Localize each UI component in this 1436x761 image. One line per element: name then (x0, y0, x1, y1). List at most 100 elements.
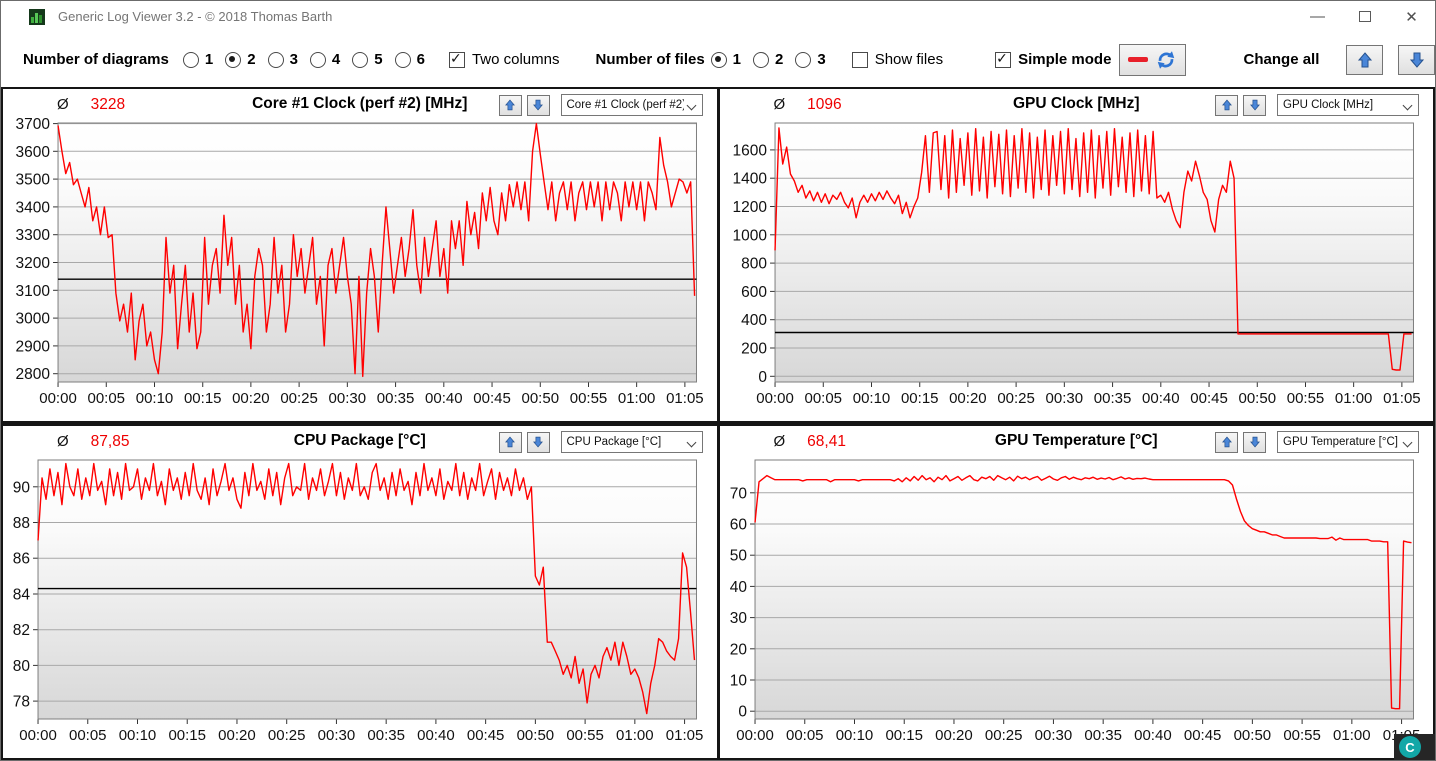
svg-text:00:10: 00:10 (136, 390, 174, 407)
svg-text:01:00: 01:00 (1334, 390, 1372, 407)
arrow-down-icon (1249, 436, 1260, 448)
diagrams-radio-4[interactable]: 4 (309, 51, 340, 68)
svg-text:00:45: 00:45 (467, 727, 505, 744)
move-down-button[interactable] (1243, 94, 1266, 116)
svg-text:3100: 3100 (16, 283, 51, 300)
svg-text:1600: 1600 (732, 142, 767, 159)
radio-circle (753, 51, 770, 68)
files-radio-3[interactable]: 3 (795, 51, 826, 68)
files-radio-1[interactable]: 1 (710, 51, 741, 68)
svg-text:00:15: 00:15 (885, 727, 923, 744)
close-button[interactable]: ✕ (1405, 8, 1418, 26)
change-all-down-button[interactable] (1398, 44, 1435, 75)
charts-grid: Ø 3228 Core #1 Clock (perf #2) [MHz] Core… (1, 87, 1435, 760)
svg-text:00:05: 00:05 (87, 390, 125, 407)
average-readout: Ø 68,41 (773, 433, 846, 450)
move-up-button[interactable] (498, 94, 522, 116)
radio-circle (710, 51, 727, 68)
diagrams-radio-5[interactable]: 5 (352, 51, 383, 68)
svg-text:3000: 3000 (16, 311, 51, 328)
svg-text:00:20: 00:20 (935, 727, 973, 744)
svg-text:88: 88 (13, 515, 30, 532)
svg-text:70: 70 (729, 485, 747, 502)
svg-text:01:05: 01:05 (1383, 390, 1421, 407)
arrow-up-icon (505, 436, 515, 448)
svg-text:00:00: 00:00 (19, 727, 57, 744)
diagrams-radio-1[interactable]: 1 (182, 51, 213, 68)
svg-text:00:05: 00:05 (785, 727, 823, 744)
average-readout: Ø 3228 (57, 96, 126, 113)
metric-dropdown[interactable]: Core #1 Clock (perf #2) [MHz] (560, 94, 703, 116)
radio-circle (394, 51, 411, 68)
svg-text:00:50: 00:50 (1238, 390, 1276, 407)
svg-text:00:15: 00:15 (184, 390, 222, 407)
svg-text:00:40: 00:40 (1142, 390, 1180, 407)
gpu-temperature-chart: 0 10 20 30 40 50 60 70 00:00 00:05 00:10 00:15 00:20… (729, 459, 1420, 744)
svg-text:80: 80 (13, 658, 31, 675)
minimize-button[interactable]: — (1310, 8, 1325, 25)
diagrams-radio-6[interactable]: 6 (394, 51, 425, 68)
chevron-down-icon (1402, 100, 1413, 111)
maximize-button[interactable] (1341, 1, 1388, 32)
move-down-button[interactable] (526, 94, 550, 116)
move-up-button[interactable] (1215, 94, 1238, 116)
svg-text:3200: 3200 (16, 255, 51, 272)
move-up-button[interactable] (498, 431, 522, 453)
panel-header: Ø 1096 GPU Clock [MHz] GPU Clock [MHz] (720, 89, 1434, 121)
chart-title: GPU Temperature [°C] (994, 432, 1158, 449)
svg-text:00:25: 00:25 (984, 727, 1022, 744)
files-radio-2[interactable]: 2 (753, 51, 783, 68)
svg-text:01:00: 01:00 (618, 390, 656, 407)
svg-text:00:05: 00:05 (69, 727, 107, 744)
svg-text:1000: 1000 (732, 227, 767, 244)
svg-text:01:00: 01:00 (1333, 727, 1371, 744)
change-all-up-button[interactable] (1346, 44, 1384, 75)
show-files-checkbox[interactable]: Show files (851, 51, 943, 68)
metric-dropdown[interactable]: GPU Temperature [°C] (1277, 431, 1419, 453)
average-readout: Ø 87,85 (57, 433, 130, 450)
metric-dropdown[interactable]: CPU Package [°C] (560, 431, 703, 453)
toolbar: Number of diagrams 1 2 3 4 5 6 Two colum… (1, 32, 1435, 87)
chevron-down-icon (686, 100, 696, 111)
svg-text:00:45: 00:45 (1183, 727, 1221, 744)
arrow-up-icon (1357, 51, 1372, 67)
radio-circle (309, 51, 326, 68)
panel-header: Ø 87,85 CPU Package [°C] CPU Package [°C] (3, 426, 717, 458)
chevron-down-icon (686, 437, 696, 448)
svg-text:00:25: 00:25 (268, 727, 306, 744)
move-down-button[interactable] (1243, 431, 1266, 453)
titlebar: Generic Log Viewer 3.2 - © 2018 Thomas B… (1, 1, 1435, 32)
move-up-button[interactable] (1215, 431, 1238, 453)
diagrams-radio-2[interactable]: 2 (225, 51, 256, 68)
corner-badge-icon[interactable]: C (1399, 736, 1421, 758)
diagrams-radio-3[interactable]: 3 (267, 51, 298, 68)
svg-text:00:50: 00:50 (1233, 727, 1271, 744)
svg-text:00:50: 00:50 (521, 390, 559, 407)
metric-dropdown[interactable]: GPU Clock [MHz] (1277, 94, 1419, 116)
svg-text:60: 60 (729, 517, 747, 534)
arrow-down-icon (533, 436, 543, 448)
average-value: 87,85 (90, 433, 130, 450)
svg-text:00:55: 00:55 (570, 390, 608, 407)
two-columns-checkbox[interactable]: Two columns (448, 50, 559, 68)
svg-text:3600: 3600 (16, 144, 51, 161)
arrow-up-icon (505, 99, 515, 111)
chart-title: GPU Clock [MHz] (1012, 95, 1140, 112)
simple-mode-checkbox[interactable]: Simple mode (995, 50, 1111, 68)
svg-text:00:40: 00:40 (417, 727, 455, 744)
move-down-button[interactable] (526, 431, 550, 453)
svg-text:78: 78 (13, 694, 30, 711)
gpu-clock-chart: 0 200 400 600 800 1000 1200 1400 1600 00:00 00:05 0… (732, 122, 1421, 407)
checkbox-box (851, 51, 868, 68)
svg-text:86: 86 (13, 551, 30, 568)
radio-circle (352, 51, 369, 68)
line-style-refresh-button[interactable] (1119, 43, 1186, 76)
radio-circle (182, 51, 199, 68)
svg-text:00:55: 00:55 (566, 727, 604, 744)
svg-text:3500: 3500 (16, 172, 51, 189)
cpu-package-chart: 78 80 82 84 86 88 90 00:00 00:05 00:10 00:15 00:20 0… (13, 459, 703, 744)
svg-text:00:00: 00:00 (756, 390, 794, 407)
svg-text:00:25: 00:25 (280, 390, 318, 407)
svg-text:1400: 1400 (732, 171, 767, 188)
files-label: Number of files (595, 51, 705, 68)
